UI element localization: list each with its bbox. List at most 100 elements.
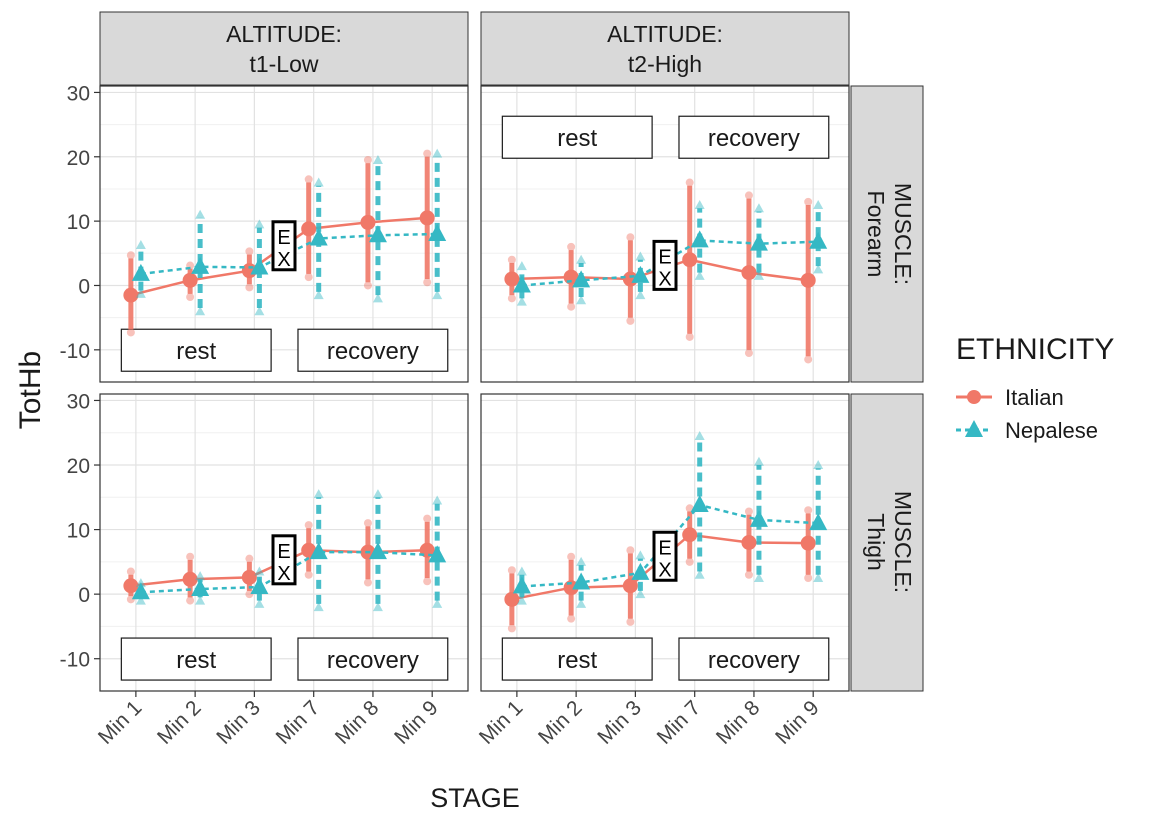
observation-dot — [126, 567, 135, 576]
observation-dot — [372, 489, 383, 499]
row-strip-forearm: MUSCLE: Forearm — [850, 85, 924, 383]
mean-point-italian-min1 — [123, 578, 139, 594]
observation-dot — [744, 570, 753, 579]
y-tick-label: 30 — [67, 390, 90, 413]
observation-dot — [195, 209, 206, 219]
mean-point-nepalese-min7 — [309, 542, 328, 560]
panel-low-forearm: rest recovery EX — [99, 85, 469, 383]
observation-dot — [576, 556, 587, 566]
recovery-label-box — [678, 115, 830, 159]
y-tick-label: 30 — [67, 82, 90, 105]
row-strip-thigh-line1: MUSCLE: — [890, 491, 916, 593]
observation-dot — [432, 495, 443, 505]
mean-point-nepalese-min9 — [428, 545, 447, 563]
mean-point-nepalese-min7 — [309, 228, 328, 246]
legend: ETHNICITY Italian Nepalese — [956, 333, 1114, 443]
exercise-marker-e: E — [277, 227, 290, 249]
x-tick-label: Min 7 — [272, 696, 325, 749]
panel-low-thigh: rest recovery EX — [99, 393, 469, 692]
x-tick-label: Min 9 — [771, 696, 824, 749]
observation-dot — [186, 596, 195, 605]
observation-dot — [567, 302, 576, 311]
mean-point-nepalese-min8 — [749, 509, 768, 527]
observation-dot — [694, 200, 705, 210]
exercise-marker-x: X — [658, 559, 671, 581]
observation-dot — [304, 273, 313, 282]
observation-dot — [254, 598, 265, 608]
observation-dot — [576, 598, 587, 608]
recovery-label: recovery — [327, 647, 419, 674]
observation-dot — [313, 489, 324, 499]
observation-dot — [304, 521, 313, 530]
observation-dot — [245, 590, 254, 599]
x-tick-label: Min 1 — [475, 696, 528, 749]
observation-dot — [135, 288, 146, 298]
observation-dot — [516, 566, 527, 576]
mean-point-nepalese-min2 — [191, 578, 210, 596]
x-tick-label: Min 2 — [534, 696, 587, 749]
observation-dot — [186, 293, 195, 302]
mean-point-nepalese-min1 — [131, 582, 150, 600]
observation-dot — [635, 589, 646, 599]
observation-dot — [195, 571, 206, 581]
legend-title: ETHNICITY — [956, 333, 1114, 366]
observation-dot — [126, 328, 135, 337]
recovery-label-box — [297, 637, 449, 681]
rest-label-box — [501, 115, 653, 159]
observation-dot — [804, 574, 813, 583]
legend-nepalese-marker — [965, 420, 983, 437]
x-tick-label: Min 3 — [593, 696, 646, 749]
observation-dot — [135, 239, 146, 249]
observation-dot — [363, 281, 372, 290]
x-axis: Min 1 Min 2 Min 3 Min 7 Min 8 Min 9 Min 1 Min 2… — [94, 691, 824, 749]
observation-dot — [804, 197, 813, 206]
mean-point-nepalese-min7 — [690, 230, 709, 248]
mean-point-nepalese-min8 — [749, 233, 768, 251]
observation-dot — [245, 247, 254, 256]
observation-dot — [313, 177, 324, 187]
exercise-marker-x: X — [277, 563, 290, 585]
rest-label: rest — [557, 125, 597, 152]
rest-label-box — [501, 637, 653, 681]
mean-point-italian-min3 — [622, 578, 638, 594]
row-strip-thigh: MUSCLE: Thigh — [850, 393, 924, 692]
observation-dot — [694, 270, 705, 280]
mean-point-nepalese-min1 — [131, 263, 150, 281]
x-tick-label: Min 8 — [712, 696, 765, 749]
mean-point-italian-min2 — [182, 272, 198, 288]
x-tick-label: Min 1 — [94, 696, 147, 749]
recovery-label: recovery — [327, 338, 419, 365]
mean-point-italian-min1 — [504, 591, 520, 607]
observation-dot — [576, 254, 587, 264]
observation-dot — [254, 219, 265, 229]
observation-dot — [195, 595, 206, 605]
observation-dot — [753, 573, 764, 583]
observation-dot — [804, 506, 813, 515]
observation-dot — [813, 460, 824, 470]
panel-border — [99, 85, 469, 383]
row-strip-forearm-line2: Forearm — [863, 191, 889, 278]
observation-dot — [516, 261, 527, 271]
rest-label-box — [120, 637, 272, 681]
observation-dot — [254, 566, 265, 576]
observation-dot — [245, 554, 254, 563]
series-italian — [504, 504, 816, 633]
recovery-label-box — [678, 637, 830, 681]
observation-dot — [753, 203, 764, 213]
observation-dot — [694, 569, 705, 579]
column-strip-low-line1: ALTITUDE: — [226, 21, 342, 47]
mean-point-nepalese-min9 — [809, 513, 828, 531]
observation-dot — [567, 614, 576, 623]
mean-point-italian-min8 — [360, 214, 376, 230]
mean-point-italian-min2 — [182, 571, 198, 587]
column-strip-low: ALTITUDE: t1-Low — [99, 11, 469, 86]
mean-point-nepalese-min3 — [250, 577, 269, 595]
row-strip-forearm-line1: MUSCLE: — [890, 183, 916, 285]
exercise-marker — [652, 239, 678, 291]
mean-point-nepalese-min7 — [690, 495, 709, 513]
mean-point-italian-min7 — [682, 252, 698, 268]
observation-dot — [304, 570, 313, 579]
exercise-marker — [271, 534, 297, 586]
observation-dot — [744, 191, 753, 200]
observation-dot — [372, 293, 383, 303]
